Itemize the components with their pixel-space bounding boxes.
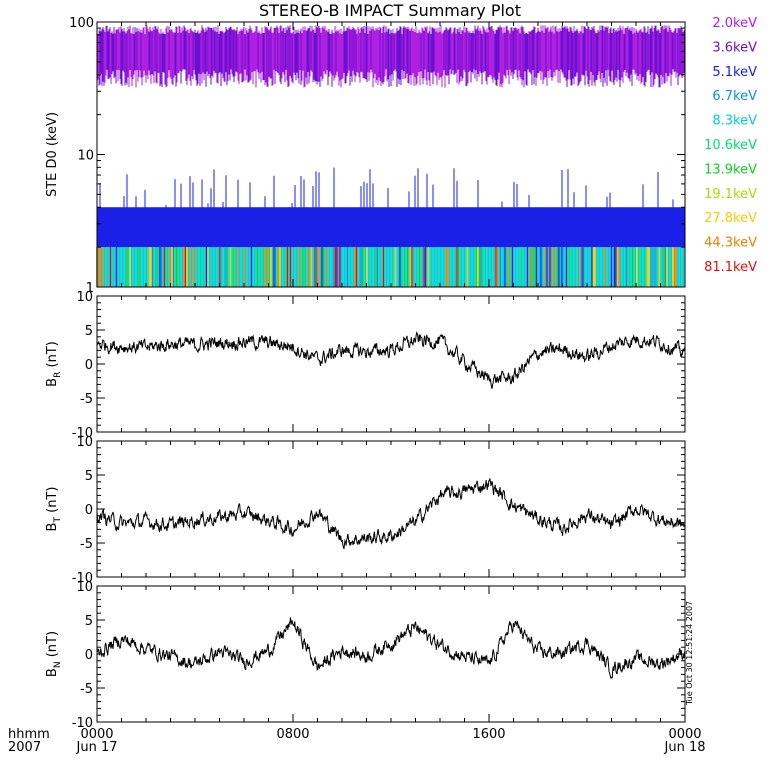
legend-entry: 8.3keV: [712, 114, 757, 129]
y-tick-label: 1: [86, 281, 94, 296]
legend-entry: 19.1keV: [704, 187, 757, 202]
y-tick-label: -10: [72, 571, 93, 586]
x-tick-label: 0000: [80, 727, 113, 742]
y-tick-label: -10: [72, 716, 93, 731]
timestamp: Tue Oct 30 12:51:24 2007: [685, 601, 694, 706]
y-axis-br: -10 -5 0 5 10: [72, 290, 685, 441]
legend-entry: 44.3keV: [704, 236, 757, 251]
x-ticks-br: [96, 296, 686, 432]
panel-frame-bt: [96, 440, 686, 578]
chart-title: STEREO-B IMPACT Summary Plot: [259, 1, 521, 20]
x-tick-date: Jun 17: [76, 740, 118, 755]
panel-frame-br: [96, 295, 686, 433]
y-tick-label: 5: [85, 469, 93, 484]
legend-entry: 13.9keV: [704, 162, 757, 177]
panel-bn: -10 -5 0 5 10 BN (nT): [45, 580, 686, 731]
x-ticks-bn: [96, 586, 686, 722]
x-ticks-bt: [96, 441, 686, 577]
x-tick-label: 0000: [668, 727, 701, 742]
trace-bn: [96, 617, 686, 679]
y-tick-label: -5: [80, 537, 93, 552]
y-tick-label: 10: [76, 290, 93, 305]
y-tick-label: 10: [76, 435, 93, 450]
legend: 2.0keV 3.6keV 5.1keV 6.7keV 8.3keV 10.6keV 13.…: [704, 16, 757, 275]
y-tick-label: 10: [77, 149, 94, 164]
panel-br: -10 -5 0 5 10 BR (nT): [45, 290, 686, 441]
legend-entry: 5.1keV: [712, 65, 757, 80]
y-axis-label-br: BR (nT): [45, 341, 63, 387]
y-tick-label: 5: [85, 614, 93, 629]
ste-blue-band: [97, 207, 685, 248]
x-axis-label-time: hhmm: [8, 727, 50, 742]
y-tick-label: -10: [72, 426, 93, 441]
y-tick-label: -5: [80, 392, 93, 407]
panel-ste: 1 10 100 STE D0 (keV): [45, 16, 686, 296]
panel-bt: -10 -5 0 5 10 BT (nT): [45, 435, 686, 586]
y-tick-label: 0: [85, 503, 93, 518]
y-axis-label-ste: STE D0 (keV): [45, 112, 60, 197]
y-tick-label: 5: [85, 324, 93, 339]
y-axis-bt: -10 -5 0 5 10: [72, 435, 685, 586]
legend-entry: 6.7keV: [712, 89, 757, 104]
y-axis-bn: -10 -5 0 5 10: [72, 580, 685, 731]
x-tick-label: 0800: [276, 727, 309, 742]
y-axis-label-bt: BT (nT): [45, 487, 63, 532]
ste-data: [96, 25, 685, 287]
trace-bt: [96, 478, 686, 550]
legend-entry: 10.6keV: [704, 138, 757, 153]
x-axis-label-year: 2007: [8, 740, 41, 755]
x-ticks-ste: [96, 22, 686, 287]
x-tick-label: 1600: [472, 727, 505, 742]
trace-br: [96, 331, 686, 389]
y-tick-label: 0: [85, 358, 93, 373]
legend-entry: 27.8keV: [704, 211, 757, 226]
y-tick-label: -5: [80, 682, 93, 697]
y-tick-label: 10: [76, 580, 93, 595]
y-tick-label: 100: [69, 16, 94, 31]
legend-entry: 2.0keV: [712, 16, 757, 31]
legend-entry: 81.1keV: [704, 260, 757, 275]
y-axis-ste: 1 10 100: [69, 16, 685, 296]
y-axis-label-bn: BN (nT): [45, 631, 63, 677]
legend-entry: 3.6keV: [712, 40, 757, 55]
x-tick-date: Jun 18: [664, 740, 706, 755]
y-tick-label: 0: [85, 648, 93, 663]
